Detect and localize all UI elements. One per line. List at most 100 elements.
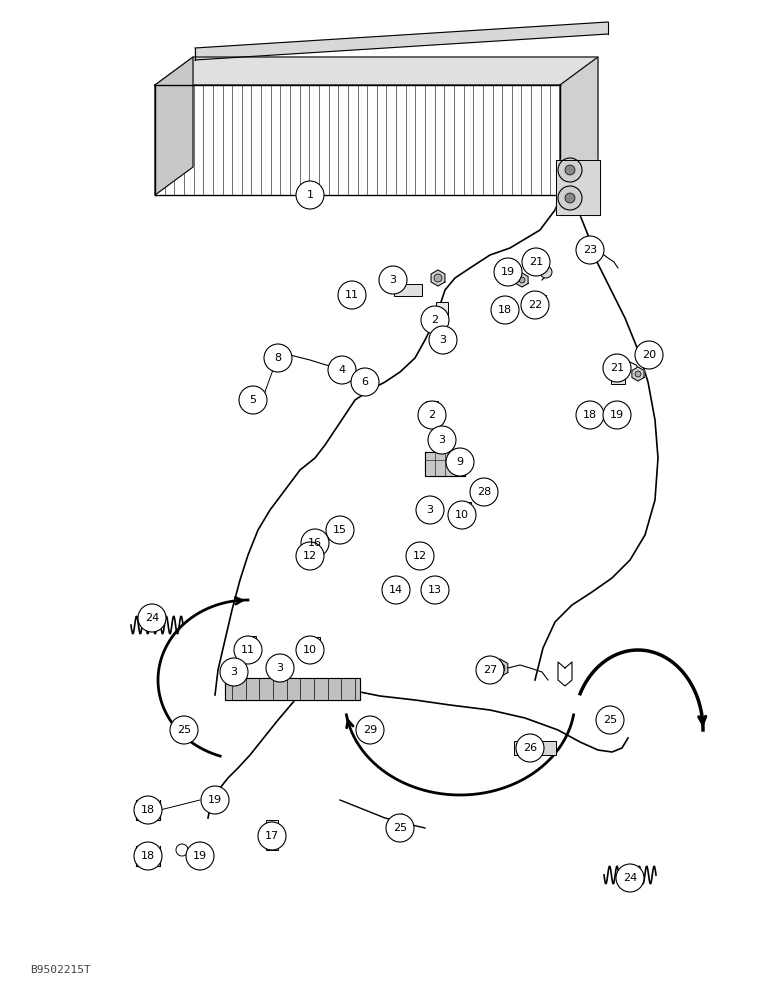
Circle shape: [416, 496, 444, 524]
Text: 2: 2: [432, 315, 438, 325]
Circle shape: [565, 165, 575, 175]
Circle shape: [301, 529, 329, 557]
Polygon shape: [195, 22, 608, 60]
Text: 13: 13: [428, 585, 442, 595]
Circle shape: [406, 542, 434, 570]
Circle shape: [258, 822, 286, 850]
Circle shape: [439, 334, 451, 346]
FancyBboxPatch shape: [494, 301, 510, 311]
Text: 15: 15: [333, 525, 347, 535]
Text: 3: 3: [426, 505, 434, 515]
FancyBboxPatch shape: [308, 637, 320, 659]
Polygon shape: [155, 57, 193, 195]
Circle shape: [477, 484, 493, 500]
FancyBboxPatch shape: [459, 502, 471, 524]
Polygon shape: [632, 367, 644, 381]
Circle shape: [576, 401, 604, 429]
Circle shape: [138, 604, 166, 632]
Text: 29: 29: [363, 725, 378, 735]
Circle shape: [516, 734, 544, 762]
Circle shape: [170, 716, 198, 744]
Polygon shape: [431, 270, 445, 286]
Text: 14: 14: [389, 585, 403, 595]
Text: 20: 20: [642, 350, 656, 360]
Text: 3: 3: [231, 667, 238, 677]
Text: 4: 4: [338, 365, 346, 375]
Text: 28: 28: [477, 487, 491, 497]
Text: 11: 11: [241, 645, 255, 655]
Polygon shape: [225, 678, 360, 700]
FancyBboxPatch shape: [514, 741, 556, 755]
Text: 5: 5: [249, 395, 256, 405]
Circle shape: [201, 786, 229, 814]
FancyBboxPatch shape: [206, 795, 224, 805]
Text: 3: 3: [390, 275, 397, 285]
FancyBboxPatch shape: [394, 284, 422, 296]
Text: 18: 18: [498, 305, 512, 315]
FancyBboxPatch shape: [266, 820, 278, 850]
Circle shape: [558, 186, 582, 210]
Circle shape: [421, 306, 449, 334]
Circle shape: [519, 277, 525, 283]
Circle shape: [364, 378, 372, 386]
Text: 1: 1: [306, 190, 313, 200]
Circle shape: [565, 193, 575, 203]
Circle shape: [334, 520, 350, 536]
Circle shape: [326, 516, 354, 544]
Text: 10: 10: [455, 510, 469, 520]
Circle shape: [448, 501, 476, 529]
Text: 24: 24: [145, 613, 159, 623]
Circle shape: [390, 581, 402, 593]
FancyBboxPatch shape: [192, 850, 208, 859]
FancyBboxPatch shape: [426, 401, 438, 423]
Text: 18: 18: [583, 410, 597, 420]
Circle shape: [328, 356, 356, 384]
Text: 19: 19: [193, 851, 207, 861]
Circle shape: [234, 636, 262, 664]
Circle shape: [603, 401, 631, 429]
Polygon shape: [273, 346, 288, 364]
Circle shape: [495, 663, 505, 673]
Text: 3: 3: [438, 435, 445, 445]
Circle shape: [494, 258, 522, 286]
Circle shape: [274, 659, 286, 671]
Text: 18: 18: [141, 805, 155, 815]
Circle shape: [635, 341, 663, 369]
Text: 19: 19: [208, 795, 222, 805]
Circle shape: [351, 368, 379, 396]
Circle shape: [446, 448, 474, 476]
Text: 19: 19: [610, 410, 624, 420]
Polygon shape: [136, 800, 160, 820]
Text: 10: 10: [303, 645, 317, 655]
Circle shape: [558, 158, 582, 182]
Circle shape: [382, 576, 410, 604]
Circle shape: [522, 248, 550, 276]
Polygon shape: [556, 160, 600, 215]
Circle shape: [186, 842, 214, 870]
Text: 22: 22: [528, 300, 542, 310]
Circle shape: [296, 181, 324, 209]
Text: 18: 18: [141, 851, 155, 861]
Text: 12: 12: [413, 551, 427, 561]
Circle shape: [436, 432, 448, 444]
Polygon shape: [425, 452, 465, 476]
Circle shape: [603, 354, 631, 382]
Polygon shape: [361, 374, 375, 390]
Polygon shape: [136, 846, 160, 866]
Polygon shape: [560, 57, 598, 195]
Circle shape: [434, 274, 442, 282]
Circle shape: [635, 371, 641, 377]
Text: 2: 2: [428, 410, 435, 420]
Circle shape: [239, 386, 267, 414]
Text: 3: 3: [276, 663, 283, 673]
Circle shape: [266, 654, 294, 682]
FancyBboxPatch shape: [436, 302, 448, 324]
Polygon shape: [516, 273, 528, 287]
Polygon shape: [415, 546, 430, 564]
Text: 26: 26: [523, 743, 537, 753]
Text: 12: 12: [303, 551, 317, 561]
Circle shape: [417, 550, 427, 560]
FancyBboxPatch shape: [366, 716, 374, 734]
Circle shape: [476, 656, 504, 684]
Text: 8: 8: [274, 353, 282, 363]
